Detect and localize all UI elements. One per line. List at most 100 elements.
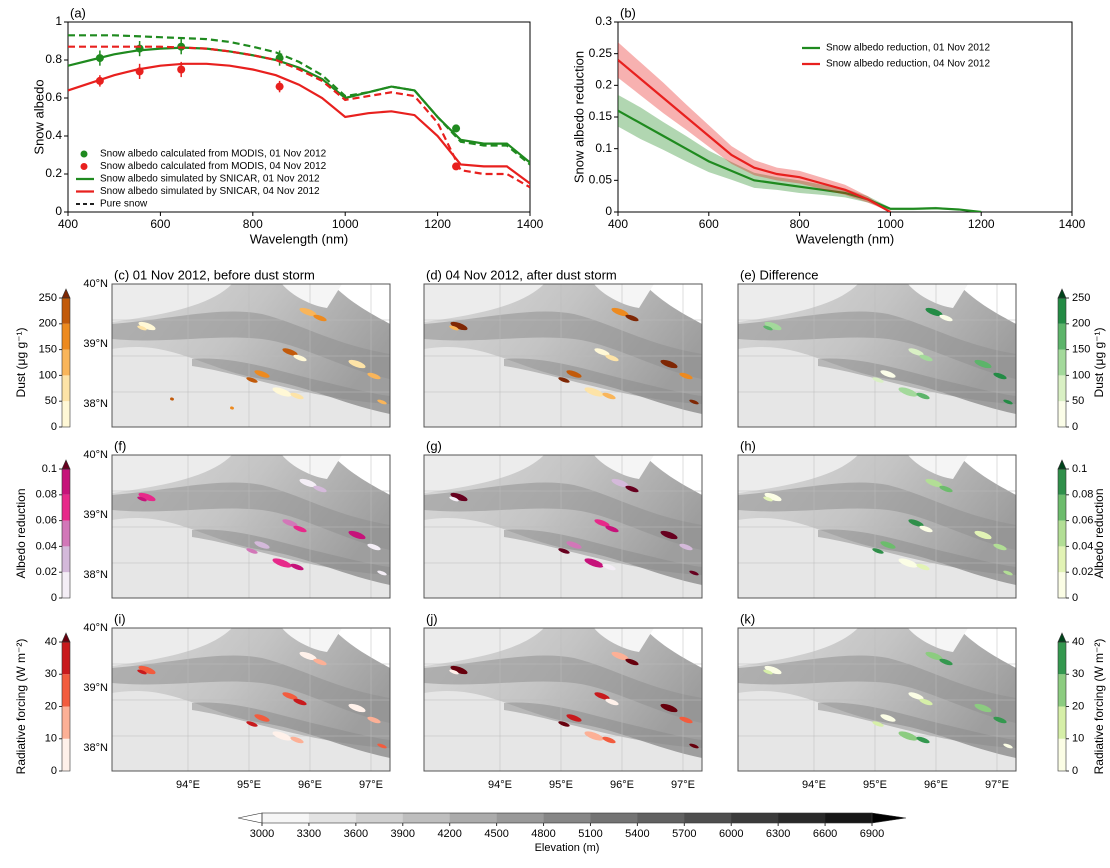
colorbar-tick-label: 3000: [250, 828, 274, 840]
x-tick-label: 800: [243, 217, 263, 231]
legend-label: Pure snow: [100, 199, 148, 210]
snow-patch: [898, 387, 918, 397]
x-axis-label: Wavelength (nm): [250, 231, 349, 246]
panel-label: (c) 01 Nov 2012, before dust storm: [114, 267, 315, 282]
snow-patch: [299, 651, 317, 661]
snow-patch: [605, 354, 619, 362]
snow-patch: [377, 743, 387, 749]
x-tick-label: 800: [790, 217, 810, 231]
lon-label: 95°E: [237, 779, 261, 791]
colorbar-segment: [62, 494, 70, 521]
colorbar-extend: [1057, 288, 1067, 299]
y-tick-label: 0.25: [589, 46, 613, 60]
snow-patch: [611, 478, 629, 488]
map-frame: [111, 454, 391, 599]
lon-label: 97°E: [985, 779, 1009, 791]
colorbar-segment: [62, 738, 70, 771]
colorbar-tick-label: 0: [51, 765, 57, 777]
colorbar-tick-label: 6600: [813, 828, 837, 840]
y-tick-label: 0.15: [589, 109, 613, 123]
snow-patch: [566, 714, 582, 722]
map: [112, 628, 390, 771]
snow-free: [282, 284, 342, 308]
lat-label: 38°N: [83, 569, 108, 581]
snow-patch: [348, 530, 366, 540]
snow-patch: [872, 721, 884, 727]
colorbar-segment: [308, 813, 357, 823]
snow-patch: [925, 307, 943, 317]
snow-patch: [566, 370, 582, 378]
colorbar-segment: [1058, 375, 1066, 402]
snow-patch: [594, 348, 610, 356]
colorbar-extend: [61, 632, 71, 643]
panel-label: (a): [70, 5, 86, 20]
legend-marker: [80, 150, 88, 158]
line: [618, 59, 891, 212]
colorbar-segment: [543, 813, 591, 823]
snow-patch: [898, 731, 918, 741]
y-axis-label: Snow albedo: [31, 79, 46, 154]
snow-patch: [377, 570, 387, 576]
panel-label: (i): [114, 611, 126, 626]
snow-patch: [282, 692, 298, 700]
snow-patch: [660, 530, 678, 540]
snow-patch: [908, 692, 924, 700]
colorbar-segment: [778, 813, 826, 823]
y-tick-label: 0.2: [595, 78, 612, 92]
colorbar-tick-label: 40: [1072, 636, 1084, 648]
snow-patch: [625, 658, 639, 666]
colorbar-tick-label: 200: [39, 318, 57, 330]
snow-patch: [689, 399, 699, 405]
snow-patch: [290, 392, 304, 400]
y-tick-label: 1: [55, 14, 62, 28]
snow-free: [282, 628, 342, 652]
lon-label: 94°E: [802, 779, 826, 791]
colorbar-segment: [637, 813, 685, 823]
snow-patch: [974, 359, 992, 369]
colorbar-tick-label: 50: [1072, 395, 1084, 407]
lon-label: 96°E: [610, 779, 634, 791]
colorbar-tick-label: 0.02: [36, 566, 57, 578]
map-frame: [737, 283, 1017, 428]
lat-label: 40°N: [83, 278, 108, 290]
map: [424, 628, 702, 771]
snow-patch: [919, 698, 933, 706]
colorbar-segment: [684, 813, 732, 823]
snow-patch: [558, 548, 570, 554]
panel-label: (e) Difference: [740, 267, 819, 282]
colorbar-segment: [62, 298, 70, 324]
colorbar-tick-label: 150: [1072, 344, 1090, 356]
line: [618, 109, 982, 212]
basin: [424, 346, 702, 427]
high-terrain: [818, 702, 1016, 748]
lat-label: 39°N: [83, 338, 108, 350]
data-point: [275, 82, 284, 91]
x-tick-label: 600: [150, 217, 170, 231]
colorbar-extend: [61, 459, 71, 470]
lat-label: 40°N: [83, 622, 108, 634]
snow-patch: [272, 387, 292, 397]
snow-patch: [763, 669, 773, 675]
snow-patch: [450, 492, 468, 502]
map-frame: [423, 454, 703, 599]
colorbar-tick-label: 0.04: [36, 540, 57, 552]
x-tick-label: 400: [608, 217, 628, 231]
colorbar-tick-label: 6900: [860, 828, 884, 840]
basin: [112, 517, 390, 598]
snow-patch: [348, 703, 366, 713]
snow-free: [958, 284, 1016, 324]
colorbar-tick-label: 0.1: [1072, 463, 1087, 475]
basin: [112, 628, 232, 666]
snow-patch: [377, 399, 387, 405]
colorbar-tick-label: 100: [1072, 369, 1090, 381]
snow-patch: [605, 698, 619, 706]
colorbar-tick-label: 0: [51, 592, 57, 604]
colorbar-segment: [449, 813, 497, 823]
snow-patch: [450, 321, 468, 331]
colorbar-tick-label: 4800: [531, 828, 555, 840]
snow-patch: [367, 716, 381, 724]
colorbar-extend: [1057, 632, 1067, 643]
colorbar-label: Albedo reduction: [14, 488, 28, 578]
map: [424, 284, 702, 427]
colorbar-tick-label: 0.06: [36, 515, 57, 527]
